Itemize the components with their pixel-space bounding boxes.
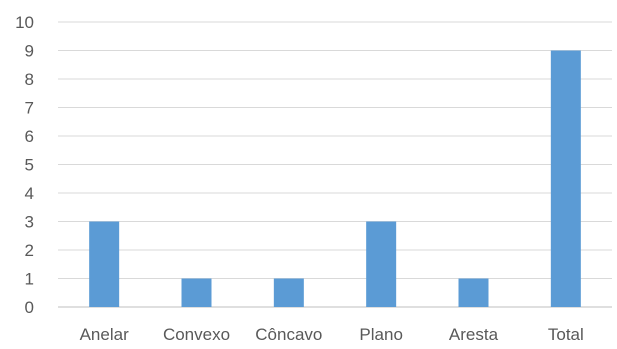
- y-tick-label-10: 10: [15, 13, 34, 32]
- gridlines: [58, 21, 612, 308]
- bar-côncavo: [273, 278, 304, 307]
- x-tick-label-total: Total: [548, 325, 584, 344]
- y-tick-label-5: 5: [25, 156, 34, 175]
- y-tick-label-8: 8: [25, 70, 34, 89]
- y-tick-label-2: 2: [25, 241, 34, 260]
- bar-convexo: [181, 278, 212, 307]
- y-tick-label-3: 3: [25, 213, 34, 232]
- x-tick-label-aresta: Aresta: [449, 325, 499, 344]
- x-tick-label-côncavo: Côncavo: [255, 325, 322, 344]
- y-tick-label-6: 6: [25, 127, 34, 146]
- y-tick-label-9: 9: [25, 42, 34, 61]
- bar-anelar: [89, 221, 120, 307]
- x-tick-label-plano: Plano: [359, 325, 402, 344]
- bar-total: [550, 50, 581, 307]
- y-tick-label-1: 1: [25, 270, 34, 289]
- y-tick-label-0: 0: [25, 298, 34, 317]
- bar-plano: [366, 221, 397, 307]
- x-tick-label-convexo: Convexo: [163, 325, 230, 344]
- bar-aresta: [458, 278, 489, 307]
- bars: [89, 50, 581, 307]
- y-axis-tick-labels: 0 1 2 3 4 5 6 7 8 9 10: [15, 13, 34, 317]
- x-axis-tick-labels: Anelar Convexo Côncavo Plano Aresta Total: [80, 325, 584, 344]
- y-tick-label-7: 7: [25, 99, 34, 118]
- x-tick-label-anelar: Anelar: [80, 325, 129, 344]
- y-tick-label-4: 4: [25, 184, 34, 203]
